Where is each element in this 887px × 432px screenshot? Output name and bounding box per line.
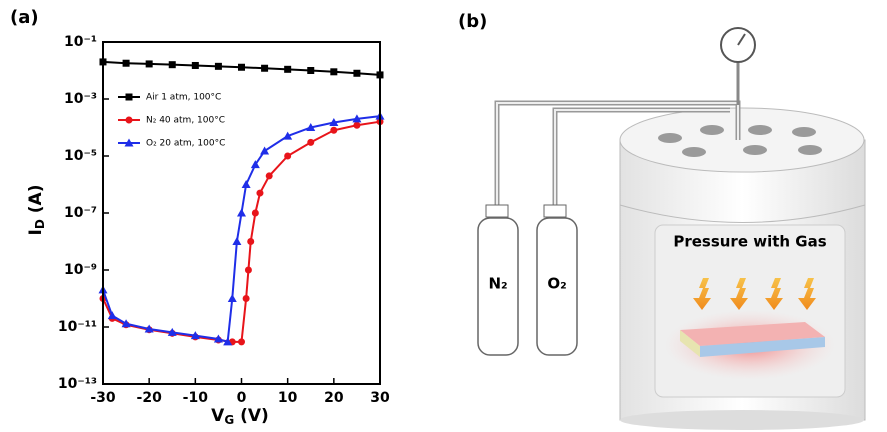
sample-side bbox=[700, 337, 825, 357]
data-point bbox=[284, 65, 292, 73]
data-point bbox=[306, 123, 316, 131]
data-point bbox=[329, 117, 339, 126]
data-point bbox=[232, 237, 242, 245]
y-tick-label: 10⁻³ bbox=[64, 91, 97, 107]
y-tick-label: 10⁻⁹ bbox=[64, 262, 97, 278]
sample-edge bbox=[680, 330, 700, 357]
chamber-lid bbox=[619, 107, 865, 173]
chamber-label: Pressure with Gas bbox=[673, 233, 826, 251]
data-point bbox=[190, 331, 200, 340]
data-point bbox=[241, 180, 251, 188]
lid-holes bbox=[658, 125, 822, 157]
data-point bbox=[237, 208, 246, 217]
apparatus: Pressure with Gas N₂ O₂ bbox=[477, 27, 866, 430]
x-label-main: V bbox=[211, 406, 225, 426]
plot-frame bbox=[102, 41, 381, 385]
data-point bbox=[260, 146, 270, 155]
y-tick-label: 10⁻⁷ bbox=[64, 205, 97, 221]
data-point bbox=[284, 152, 292, 160]
data-point bbox=[353, 69, 361, 77]
sample-top bbox=[680, 322, 825, 346]
data-point bbox=[238, 63, 245, 71]
panel-label: (a) bbox=[10, 7, 39, 28]
y-label-unit: (A) bbox=[26, 185, 46, 220]
data-point bbox=[167, 327, 177, 336]
y-tick-label: 10⁻¹¹ bbox=[58, 319, 97, 335]
data-point bbox=[223, 337, 233, 346]
data-point bbox=[261, 64, 269, 72]
data-point bbox=[242, 295, 250, 302]
x-tick-label: -20 bbox=[137, 390, 163, 406]
data-point bbox=[256, 189, 264, 197]
x-label-sub: G bbox=[224, 413, 234, 427]
bottle-label: O₂ bbox=[547, 275, 566, 293]
data-point bbox=[352, 114, 362, 123]
panel-label: (b) bbox=[458, 11, 487, 32]
x-tick-label: 20 bbox=[324, 390, 344, 406]
data-point bbox=[330, 68, 338, 76]
data-point bbox=[307, 138, 315, 146]
x-label-unit: (V) bbox=[234, 406, 269, 426]
x-axis-label: VG (V) bbox=[211, 406, 269, 427]
y-axis-label: ID (A) bbox=[26, 185, 47, 236]
y-tick-label: 10⁻¹³ bbox=[58, 376, 97, 392]
data-point bbox=[251, 209, 259, 217]
y-label-sub: D bbox=[33, 219, 47, 229]
data-point bbox=[124, 138, 134, 147]
data-point bbox=[238, 338, 245, 346]
chart: 10⁻¹³ 10⁻¹¹ 10⁻⁹ 10⁻⁷ 10⁻⁵ 10⁻³ 10⁻¹ -30 -20 -10 0… bbox=[58, 34, 390, 406]
data-point bbox=[107, 311, 117, 320]
data-point bbox=[227, 294, 237, 302]
y-tick-label: 10⁻⁵ bbox=[64, 148, 97, 164]
chamber-seam bbox=[619, 204, 866, 223]
gas-pipe-highlight bbox=[496, 102, 739, 205]
chamber-base bbox=[620, 410, 864, 430]
gauge-needle bbox=[737, 33, 746, 46]
data-point bbox=[244, 266, 252, 274]
x-tick-label: 0 bbox=[237, 390, 247, 406]
legend-label: O₂ 20 atm, 100°C bbox=[146, 139, 225, 149]
gas-bottle bbox=[536, 217, 578, 356]
data-point bbox=[214, 62, 222, 70]
data-point bbox=[122, 59, 130, 67]
y-label-main: I bbox=[26, 229, 46, 235]
x-tick-label: 30 bbox=[370, 390, 390, 406]
data-point bbox=[168, 61, 176, 69]
data-point bbox=[330, 126, 338, 134]
bottle-label: N₂ bbox=[488, 275, 507, 293]
y-tick-label: 10⁻¹ bbox=[64, 34, 97, 50]
legend-label: Air 1 atm, 100°C bbox=[146, 93, 221, 103]
data-point bbox=[250, 160, 260, 169]
data-point bbox=[247, 238, 255, 245]
legend-label: N₂ 40 atm, 100°C bbox=[146, 116, 225, 126]
data-point bbox=[191, 61, 199, 69]
data-point bbox=[125, 116, 133, 124]
data-point bbox=[307, 67, 315, 74]
gas-bottle bbox=[477, 217, 519, 356]
data-point bbox=[353, 121, 361, 129]
data-point bbox=[145, 60, 153, 68]
valve bbox=[543, 204, 567, 218]
gas-arrows bbox=[693, 278, 816, 310]
series-line bbox=[102, 115, 381, 344]
data-point bbox=[121, 319, 131, 328]
valve bbox=[485, 204, 509, 218]
x-tick-label: 10 bbox=[278, 390, 298, 406]
series-line bbox=[102, 120, 381, 343]
data-point bbox=[144, 324, 154, 333]
x-tick-label: -30 bbox=[90, 390, 116, 406]
x-tick-label: -10 bbox=[183, 390, 209, 406]
data-point bbox=[125, 93, 133, 101]
data-point bbox=[283, 131, 293, 140]
data-point bbox=[213, 334, 223, 343]
data-point bbox=[265, 172, 273, 180]
